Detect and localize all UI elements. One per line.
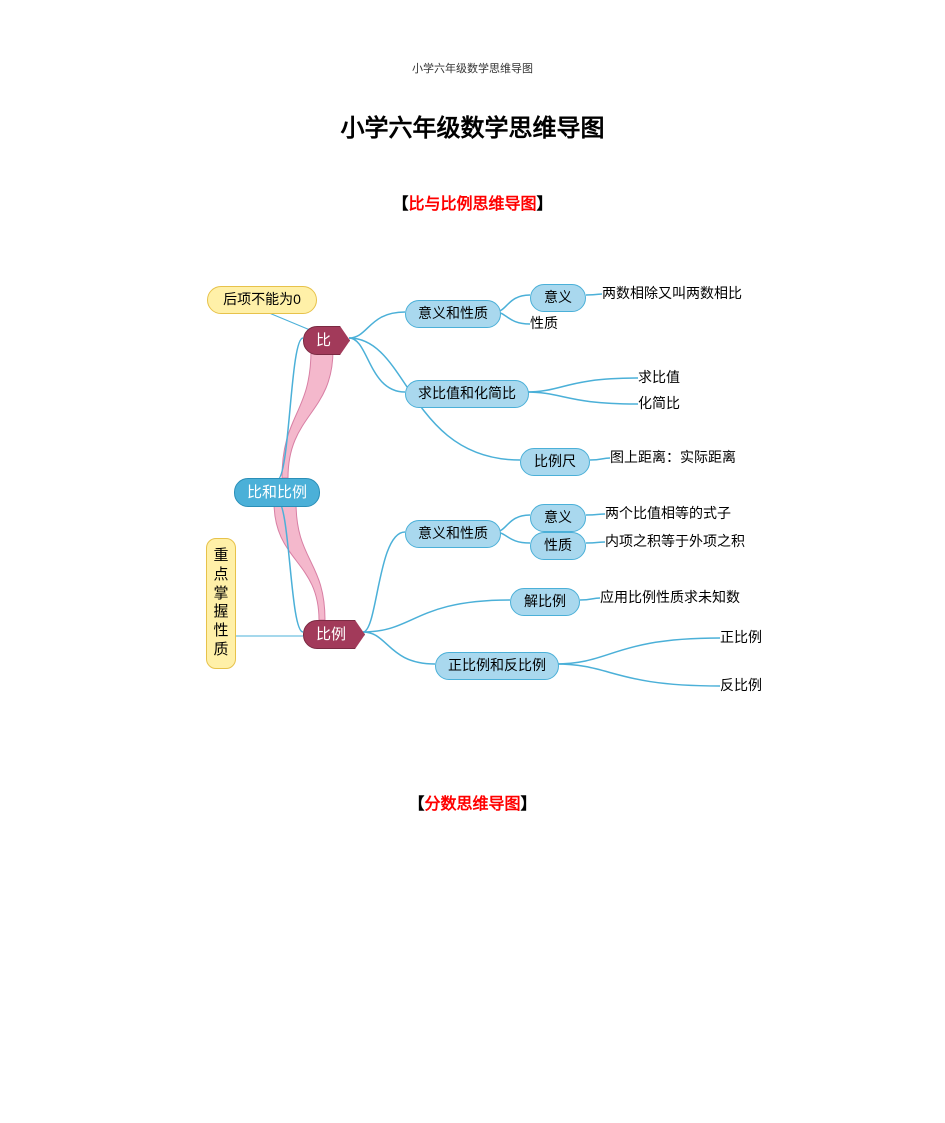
mindmap-ratio-proportion: 比和比例比比例后项不能为0重点掌握性质意义和性质求比值和化简比比例尺意义性质求比…: [0, 0, 945, 640]
node-n_yyxz1: 意义和性质: [405, 300, 501, 328]
node-n_yybl: 应用比例性质求未知数: [600, 588, 740, 608]
node-n_qbz: 求比值和化简比: [405, 380, 529, 408]
node-n_tsjl: 图上距离：实际距离: [610, 448, 736, 468]
node-n_zfb: 正比例和反比例: [435, 652, 559, 680]
section2-red: 分数思维导图: [424, 796, 520, 813]
node-n_yy1: 意义: [530, 284, 586, 312]
node-n_zbl: 正比例: [720, 628, 762, 648]
node-n_hx0: 后项不能为0: [207, 286, 317, 314]
node-n_blc: 比例尺: [520, 448, 590, 476]
node-n_lsxc: 两数相除又叫两数相比: [602, 284, 742, 304]
section-title-2: 【分数思维导图】: [0, 790, 945, 814]
node-n_nxzj: 内项之积等于外项之积: [605, 532, 745, 552]
node-bili: 比例: [303, 620, 365, 649]
connectors: [0, 0, 945, 1123]
node-bi: 比: [303, 326, 350, 355]
bracket-close-2: 】: [521, 796, 537, 813]
node-n_xz2: 性质: [530, 532, 586, 560]
node-n_yy2: 意义: [530, 504, 586, 532]
bracket-open-2: 【: [408, 796, 424, 813]
node-n_hjb: 化简比: [638, 394, 680, 414]
node-n_lgbz: 两个比值相等的式子: [605, 504, 731, 524]
node-n_xz1: 性质: [530, 314, 558, 334]
node-n_fbl: 反比例: [720, 676, 762, 696]
page: 小学六年级数学思维导图 小学六年级数学思维导图 【比与比例思维导图】 比和比例比…: [0, 0, 945, 1123]
node-root: 比和比例: [234, 478, 320, 507]
node-n_zd: 重点掌握性质: [206, 538, 236, 669]
node-n_qbzv: 求比值: [638, 368, 680, 388]
node-n_yyxz2: 意义和性质: [405, 520, 501, 548]
node-n_jbl: 解比例: [510, 588, 580, 616]
